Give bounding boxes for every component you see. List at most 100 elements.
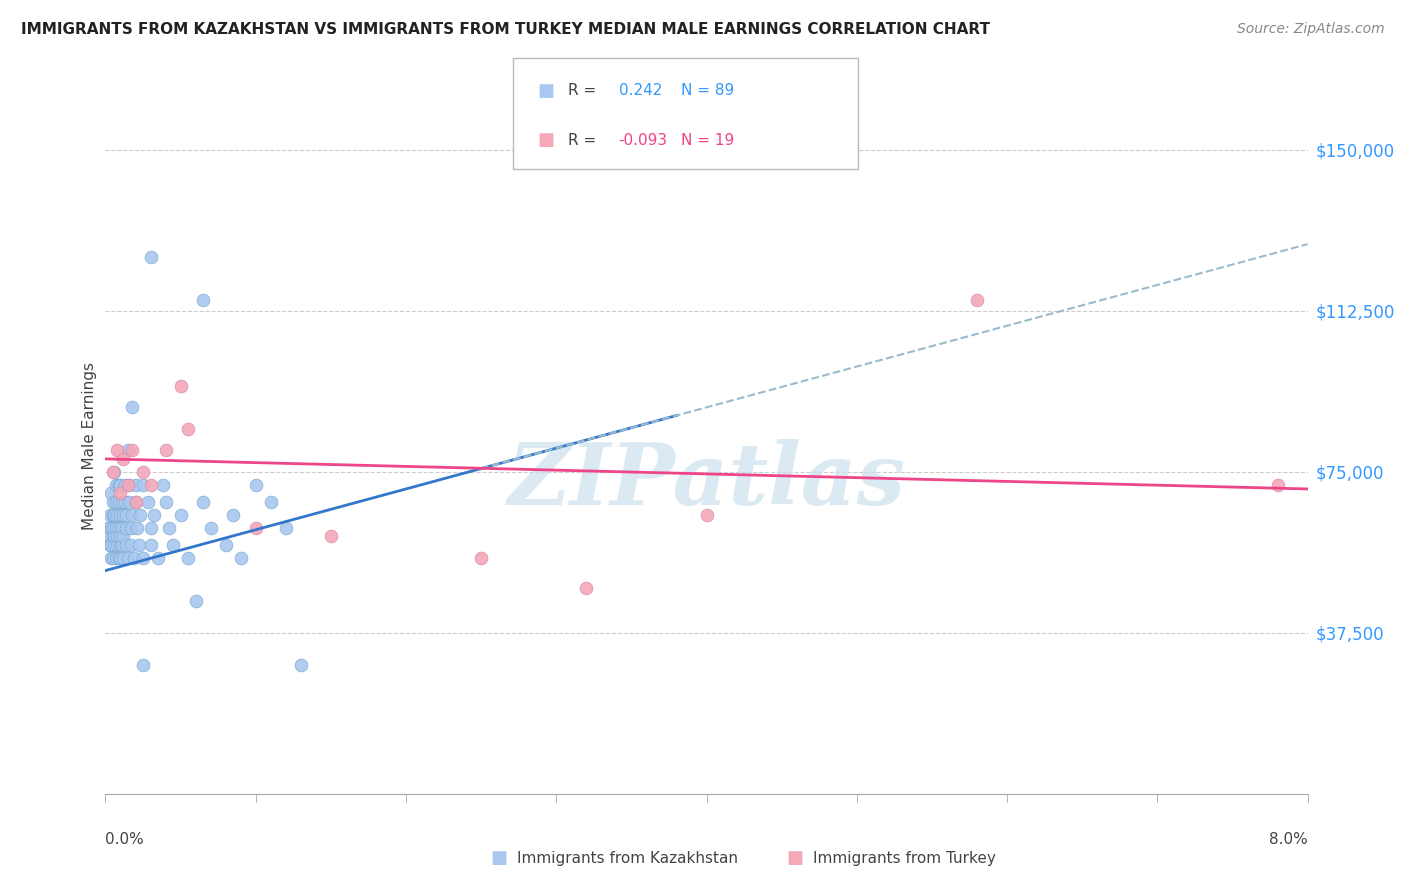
Point (120, 520, 142, 534)
Point (103, 538, 125, 552)
Point (97, 520, 120, 534)
Point (103, 529, 125, 543)
Text: R =: R = (568, 84, 602, 98)
Point (245, 477, 267, 491)
Point (124, 495, 146, 509)
Point (110, 486, 132, 500)
Point (110, 550, 132, 565)
Point (229, 550, 252, 565)
Text: Source: ZipAtlas.com: Source: ZipAtlas.com (1237, 22, 1385, 37)
Point (169, 56, 191, 70)
Point (107, 508, 129, 522)
Point (117, 443, 139, 458)
Point (200, 520, 222, 534)
Text: ■: ■ (537, 82, 554, 100)
Text: ZIPatlas: ZIPatlas (508, 439, 905, 523)
Point (122, 550, 145, 565)
Point (139, 538, 162, 552)
Point (114, 495, 136, 509)
Point (290, 658, 312, 673)
Point (162, 538, 184, 552)
Point (177, 422, 200, 436)
Point (155, 495, 177, 509)
Text: N = 89: N = 89 (681, 84, 734, 98)
Point (98, 538, 121, 552)
Point (115, 508, 138, 522)
Point (104, 550, 127, 565)
Point (107, 529, 129, 543)
Point (111, 520, 134, 534)
Point (117, 477, 139, 491)
Point (152, 477, 174, 491)
Point (319, 529, 342, 543)
Point (101, 550, 124, 565)
Text: Immigrants from Kazakhstan: Immigrants from Kazakhstan (517, 851, 738, 865)
Point (115, 520, 138, 534)
Point (274, 520, 297, 534)
Point (108, 477, 131, 491)
Point (696, 508, 718, 522)
Point (124, 477, 146, 491)
Point (110, 477, 132, 491)
Point (132, 465, 155, 479)
Point (110, 508, 132, 522)
Point (121, 401, 143, 415)
Point (118, 495, 141, 509)
Point (142, 508, 165, 522)
Point (129, 508, 152, 522)
Point (108, 520, 131, 534)
Point (191, 293, 214, 307)
Text: 0.242: 0.242 (619, 84, 662, 98)
Point (110, 529, 132, 543)
Point (112, 508, 135, 522)
Point (155, 443, 177, 458)
Point (125, 520, 148, 534)
Point (260, 495, 283, 509)
Point (111, 495, 134, 509)
Point (155, 56, 177, 70)
Point (104, 477, 127, 491)
Point (121, 443, 143, 458)
Point (108, 550, 131, 565)
Point (103, 465, 125, 479)
Point (100, 520, 122, 534)
Point (118, 477, 141, 491)
Point (184, 593, 207, 607)
Point (966, 293, 988, 307)
Point (120, 538, 142, 552)
Point (101, 465, 124, 479)
Point (108, 495, 131, 509)
Point (101, 529, 124, 543)
Point (111, 538, 134, 552)
Text: Immigrants from Turkey: Immigrants from Turkey (813, 851, 995, 865)
Point (104, 520, 127, 534)
Point (575, 581, 598, 595)
Point (139, 250, 162, 264)
Text: -0.093: -0.093 (619, 133, 668, 147)
Point (101, 495, 124, 509)
Point (132, 477, 155, 491)
Point (107, 443, 129, 458)
Point (114, 477, 136, 491)
Text: ■: ■ (537, 131, 554, 149)
Point (177, 550, 200, 565)
Point (157, 520, 180, 534)
Text: ■: ■ (786, 849, 803, 867)
Y-axis label: Median Male Earnings: Median Male Earnings (82, 362, 97, 530)
Point (124, 495, 146, 509)
Point (136, 495, 159, 509)
Point (115, 538, 138, 552)
Point (139, 520, 162, 534)
Point (112, 550, 135, 565)
Point (470, 550, 492, 565)
Point (169, 508, 191, 522)
Point (1267, 477, 1289, 491)
Point (98, 508, 121, 522)
Text: R =: R = (568, 133, 602, 147)
Text: ■: ■ (491, 849, 508, 867)
Point (104, 495, 127, 509)
Point (100, 538, 122, 552)
Point (139, 477, 162, 491)
Point (101, 508, 124, 522)
Point (245, 520, 267, 534)
